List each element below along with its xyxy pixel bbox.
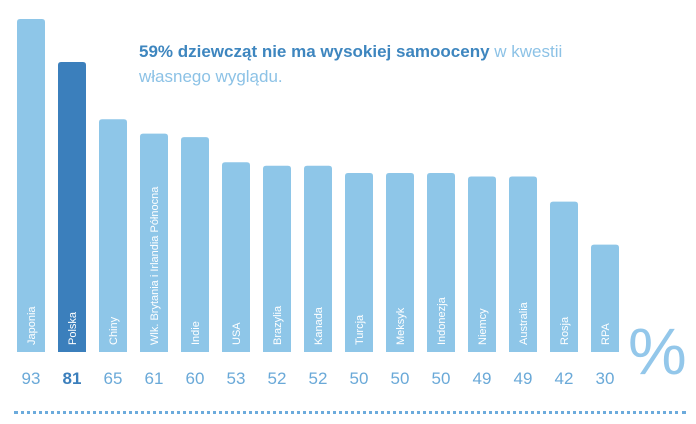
value-label-turcja: 50 bbox=[350, 369, 369, 388]
value-label-rosja: 42 bbox=[555, 369, 574, 388]
value-label-indie: 60 bbox=[186, 369, 205, 388]
category-label-turcja: Turcja bbox=[354, 314, 366, 345]
category-label-niemcy: Niemcy bbox=[477, 308, 489, 345]
category-label-indonezja: Indonezja bbox=[436, 296, 448, 345]
bar-turcja bbox=[345, 172, 373, 352]
headline-rest: w kwestii własnego wyglądu. bbox=[139, 42, 563, 86]
value-label-kanada: 52 bbox=[309, 369, 328, 388]
category-label-meksyk: Meksyk bbox=[395, 307, 407, 345]
value-label-niemcy: 49 bbox=[473, 369, 492, 388]
bar-kanada bbox=[304, 165, 332, 352]
category-label-rosja: Rosja bbox=[559, 316, 571, 345]
category-label-usa: USA bbox=[231, 322, 243, 345]
value-label-chiny: 65 bbox=[104, 369, 123, 388]
category-labels-group: Japonia Polska Chiny Wlk. Brytania i Irland… bbox=[26, 186, 612, 345]
value-label-indonezja: 50 bbox=[432, 369, 451, 388]
value-labels-group: 93 81 65 61 60 53 52 52 50 50 50 49 49 42 30 bbox=[22, 369, 615, 388]
bar-indonezja bbox=[427, 172, 455, 352]
value-label-japonia: 93 bbox=[22, 369, 41, 388]
category-label-australia: Australia bbox=[518, 301, 530, 345]
bar-polska bbox=[58, 61, 86, 352]
headline-bold: 59% dziewcząt nie ma wysokiej samooceny bbox=[139, 42, 490, 61]
chart-headline: 59% dziewcząt nie ma wysokiej samooceny … bbox=[139, 39, 609, 89]
category-label-brazylia: Brazylia bbox=[272, 305, 284, 345]
bar-wlk-brytania-i-irlandia-po-nocna bbox=[140, 133, 168, 352]
bar-brazylia bbox=[263, 165, 291, 352]
bar-meksyk bbox=[386, 172, 414, 352]
category-label-rpa: RPA bbox=[600, 323, 612, 345]
category-label-wlk-brytania-i-irlandia-po-nocna: Wlk. Brytania i Irlandia Północna bbox=[149, 186, 161, 345]
bar-chiny bbox=[99, 119, 127, 353]
bar-rosja bbox=[550, 201, 578, 352]
value-label-polska: 81 bbox=[63, 369, 82, 388]
bars-group bbox=[17, 19, 619, 353]
bar-usa bbox=[222, 162, 250, 352]
value-label-rpa: 30 bbox=[596, 369, 615, 388]
value-label-meksyk: 50 bbox=[391, 369, 410, 388]
dotted-divider bbox=[14, 411, 686, 414]
percent-symbol: % bbox=[628, 314, 687, 388]
category-label-polska: Polska bbox=[67, 311, 79, 345]
value-label-usa: 53 bbox=[227, 369, 246, 388]
bar-rpa bbox=[591, 244, 619, 352]
bar-niemcy bbox=[468, 176, 496, 352]
category-label-chiny: Chiny bbox=[108, 316, 120, 345]
value-label-brazylia: 52 bbox=[268, 369, 287, 388]
category-label-kanada: Kanada bbox=[313, 306, 325, 345]
bar-japonia bbox=[17, 19, 45, 352]
category-label-japonia: Japonia bbox=[26, 306, 38, 345]
bar-australia bbox=[509, 176, 537, 352]
value-label-wlk-brytania-i-irlandia-po-nocna: 61 bbox=[145, 369, 164, 388]
category-label-indie: Indie bbox=[190, 321, 202, 345]
bar-indie bbox=[181, 137, 209, 352]
value-label-australia: 49 bbox=[514, 369, 533, 388]
